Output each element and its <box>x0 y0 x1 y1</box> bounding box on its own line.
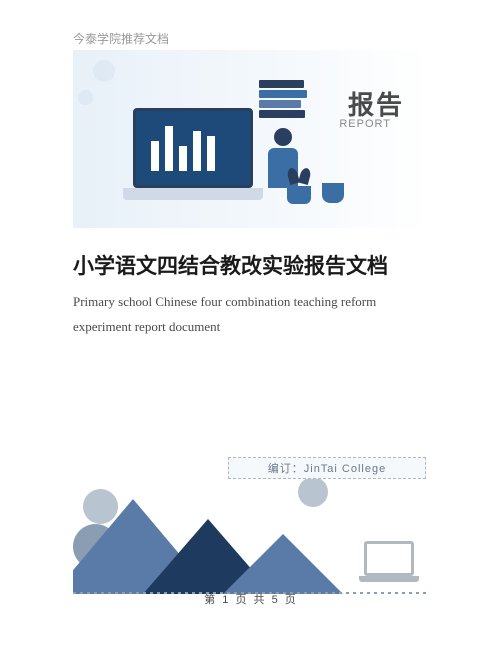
laptop-icon <box>133 108 273 208</box>
hero-label-en: REPORT <box>339 118 391 130</box>
document-title-cn: 小学语文四结合教改实验报告文档 <box>73 250 388 280</box>
mountain-shape <box>223 534 343 594</box>
institution-label: 今泰学院推荐文档 <box>73 30 169 47</box>
decorative-circle <box>298 477 328 507</box>
plant-icon <box>284 168 314 203</box>
cup-icon <box>322 183 344 203</box>
page-number: 第 1 页 共 5 页 <box>0 591 502 607</box>
document-title-en: Primary school Chinese four combination … <box>73 290 429 339</box>
laptop-icon <box>359 541 419 586</box>
footer-illustration <box>73 469 429 594</box>
hero-label-cn: 报告 <box>348 85 404 122</box>
hero-illustration: 报告 REPORT <box>73 50 429 228</box>
document-page: 今泰学院推荐文档 <box>0 0 502 649</box>
attribution-box: 编订：JinTai College <box>228 457 426 479</box>
